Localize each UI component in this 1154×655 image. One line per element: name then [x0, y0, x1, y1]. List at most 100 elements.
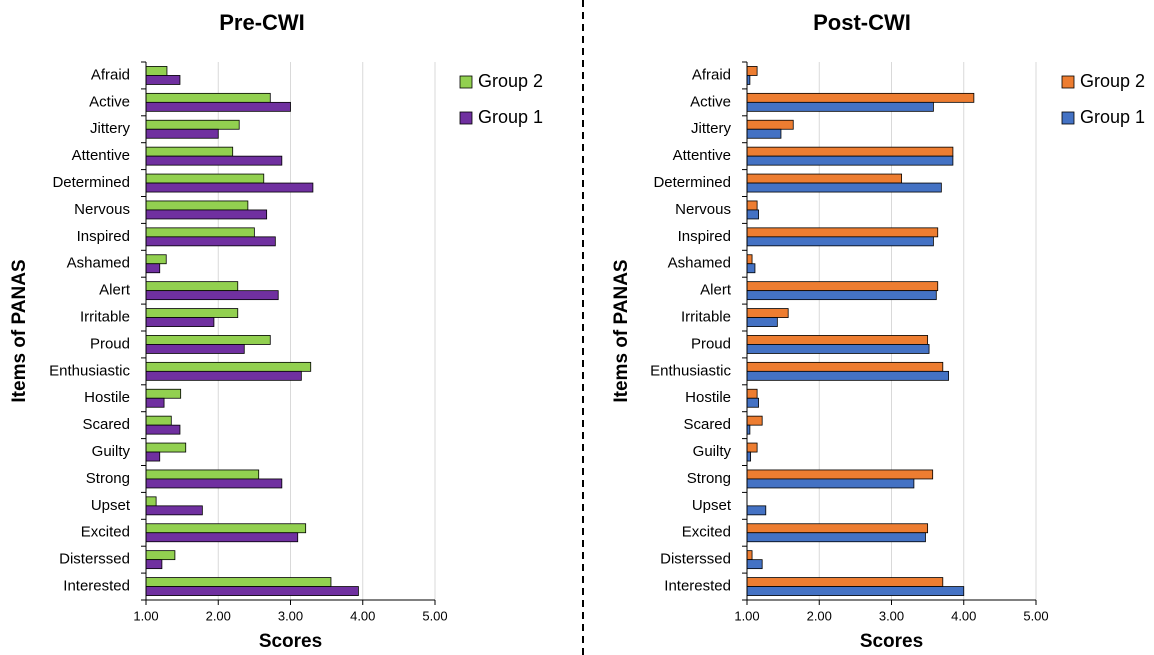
- y-tick-label: Enthusiastic: [650, 362, 731, 379]
- y-tick-label: Guilty: [92, 443, 131, 460]
- y-tick-label: Active: [690, 93, 731, 110]
- bar: [145, 469, 260, 480]
- bar: [145, 66, 168, 76]
- bar: [746, 451, 752, 462]
- bar: [145, 361, 312, 372]
- bar: [145, 478, 283, 489]
- bar: [145, 442, 187, 453]
- legend-label: Group 1: [1080, 107, 1145, 127]
- x-tick-label: 1.00: [133, 608, 158, 623]
- y-tick-label: Attentive: [673, 147, 731, 164]
- bar: [746, 290, 937, 301]
- bar: [145, 397, 165, 408]
- bar: [145, 550, 176, 561]
- y-tick-label: Guilty: [693, 443, 732, 460]
- bar: [145, 92, 271, 103]
- y-tick-label: Jittery: [90, 120, 131, 137]
- y-tick-label: Hostile: [84, 389, 130, 406]
- y-tick-label: Upset: [91, 497, 131, 514]
- chart-title: Post-CWI: [813, 10, 911, 35]
- bar: [145, 388, 182, 399]
- bar: [746, 388, 758, 399]
- bar: [145, 155, 283, 166]
- bar: [746, 344, 930, 354]
- bar: [145, 119, 240, 130]
- y-tick-label: Inspired: [77, 228, 130, 245]
- bar: [145, 496, 157, 507]
- y-tick-label: Hostile: [685, 389, 731, 406]
- bar: [145, 505, 203, 516]
- bar: [746, 254, 753, 265]
- y-tick-label: Jittery: [691, 120, 732, 137]
- bar: [145, 415, 172, 426]
- legend-label: Group 2: [478, 71, 543, 91]
- y-tick-label: Strong: [86, 470, 130, 487]
- y-tick-label: Determined: [653, 174, 731, 191]
- bar: [145, 586, 359, 596]
- y-tick-label: Proud: [90, 335, 130, 352]
- bar: [746, 415, 763, 426]
- y-tick-label: Afraid: [91, 66, 130, 83]
- bar: [746, 317, 778, 327]
- y-tick-label: Strong: [687, 470, 731, 487]
- bar: [746, 263, 756, 274]
- bar: [145, 523, 307, 534]
- bar: [746, 128, 782, 139]
- bar: [145, 209, 268, 220]
- bar: [746, 146, 954, 157]
- bar: [145, 254, 167, 265]
- legend-label: Group 2: [1080, 71, 1145, 91]
- bar: [746, 335, 929, 345]
- y-tick-label: Scared: [82, 416, 130, 433]
- bar: [746, 173, 903, 184]
- bar: [746, 550, 753, 561]
- bar: [145, 577, 332, 587]
- y-tick-label: Inspired: [678, 228, 731, 245]
- y-tick-label: Disterssed: [660, 551, 731, 568]
- x-axis-title: Scores: [259, 631, 322, 652]
- bar: [145, 344, 245, 354]
- bar: [145, 317, 215, 327]
- bar: [746, 559, 763, 570]
- y-axis-title: Items of PANAS: [9, 259, 30, 402]
- bar: [746, 101, 934, 112]
- y-tick-label: Irritable: [80, 309, 130, 326]
- x-tick-label: 4.00: [350, 608, 375, 623]
- x-tick-label: 4.00: [951, 608, 976, 623]
- bar: [145, 370, 302, 381]
- bar: [746, 236, 934, 247]
- bar: [145, 200, 249, 211]
- y-tick-label: Upset: [692, 497, 732, 514]
- y-tick-label: Disterssed: [59, 551, 130, 568]
- y-tick-label: Nervous: [675, 201, 731, 218]
- bar: [145, 308, 239, 318]
- bar: [746, 469, 934, 480]
- x-tick-label: 1.00: [734, 608, 759, 623]
- y-tick-label: Alert: [99, 282, 131, 299]
- bar: [145, 424, 181, 435]
- bar: [145, 236, 276, 247]
- y-tick-label: Afraid: [692, 66, 731, 83]
- bar: [746, 532, 926, 543]
- x-tick-label: 5.00: [1023, 608, 1048, 623]
- y-tick-label: Interested: [664, 578, 731, 595]
- bar: [145, 290, 279, 301]
- bar: [145, 173, 265, 184]
- bar: [746, 370, 949, 381]
- bar: [145, 182, 314, 193]
- bar: [746, 227, 939, 238]
- y-tick-label: Excited: [682, 524, 731, 541]
- y-tick-label: Active: [89, 93, 130, 110]
- bar: [145, 559, 163, 570]
- bar: [145, 281, 239, 292]
- x-tick-label: 3.00: [278, 608, 303, 623]
- bar: [145, 451, 161, 462]
- legend-swatch: [1061, 75, 1075, 89]
- bar: [145, 532, 299, 543]
- y-tick-label: Excited: [81, 524, 130, 541]
- y-tick-label: Attentive: [72, 147, 130, 164]
- y-tick-label: Alert: [700, 282, 732, 299]
- bar: [746, 505, 767, 516]
- bar: [145, 75, 181, 85]
- legend-swatch: [459, 75, 473, 89]
